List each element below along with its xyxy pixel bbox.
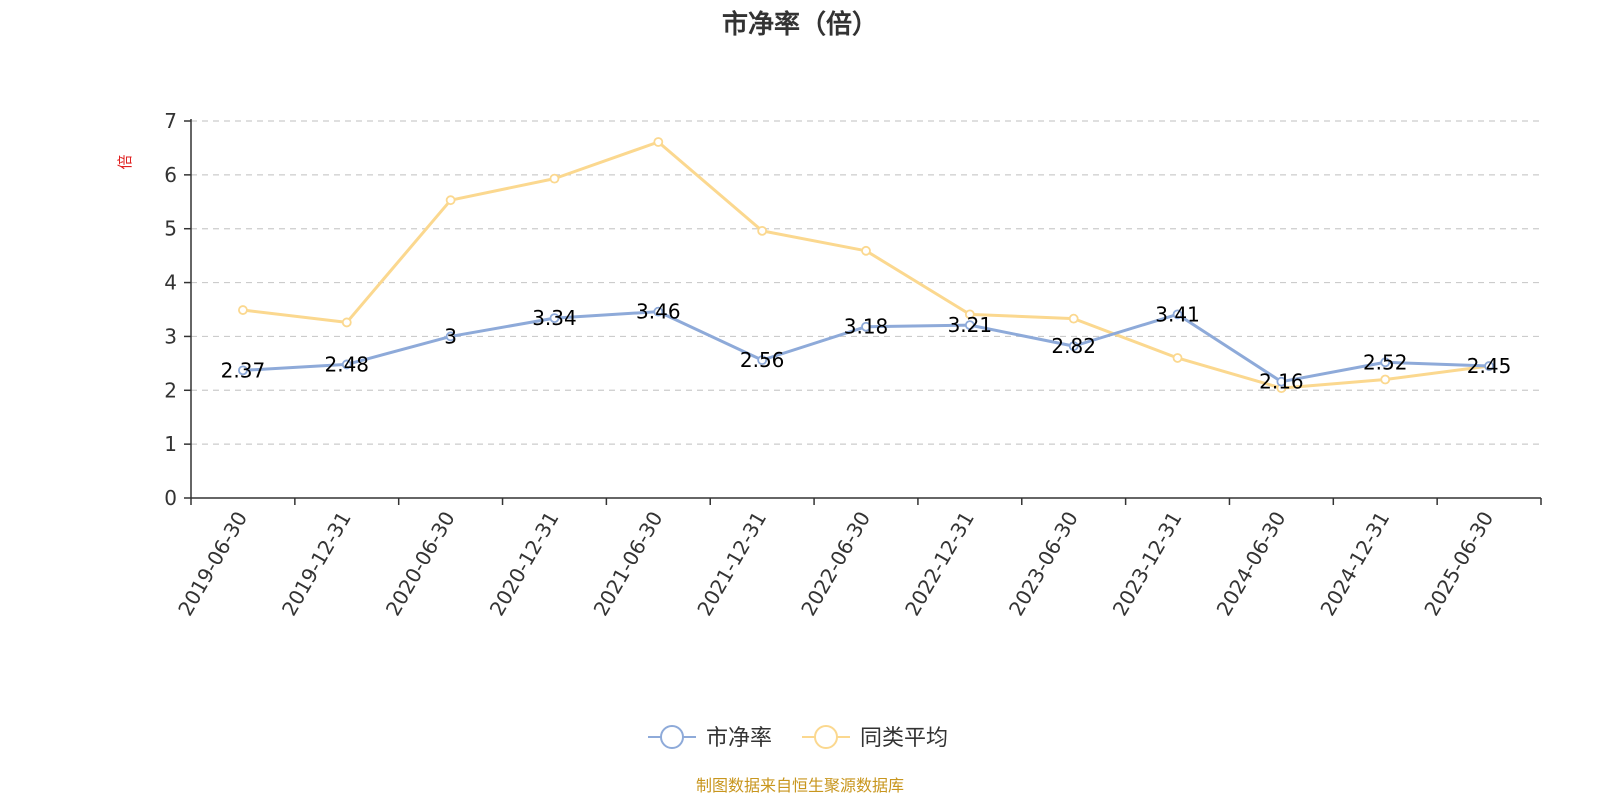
axes: 0 1 2 3 4 5 6 7 2019-06-30 2019-12-31 2020-06-30 20… (164, 109, 1542, 620)
x-tick-label: 2020-12-31 (485, 507, 564, 620)
series-point-1[interactable] (653, 137, 664, 147)
series-point-0[interactable] (653, 306, 664, 317)
source-note: 制图数据来自恒生聚源数据库 (696, 776, 904, 795)
x-tick-label: 2022-12-31 (900, 507, 979, 620)
series-point-0[interactable] (1484, 361, 1494, 371)
series-line-1 (242, 140, 1490, 390)
series-point-0[interactable] (341, 359, 352, 370)
data-label: 3.41 (1155, 302, 1200, 326)
chart-title: 市净率（倍） (722, 9, 878, 40)
series-point-0[interactable] (445, 331, 456, 342)
y-tick-label: 1 (164, 432, 177, 456)
series-point-1[interactable] (549, 173, 560, 184)
x-tick-label: 2024-12-31 (1315, 507, 1394, 620)
series-layer (238, 137, 1494, 394)
y-tick-label: 3 (164, 324, 177, 348)
series-point-0[interactable] (964, 320, 975, 331)
data-label: 2.48 (325, 352, 370, 376)
y-tick-label: 5 (164, 217, 177, 241)
data-labels: 2.37 2.48 3 3.34 3.46 2.56 3.18 3.21 2.82 3.41 2.1… (221, 300, 1512, 394)
x-tick-label: 2024-06-30 (1212, 507, 1291, 620)
y-tick-label: 6 (164, 163, 177, 187)
x-tick-label: 2019-12-31 (277, 507, 356, 620)
x-tick-label: 2025-06-30 (1419, 507, 1498, 620)
series-point-0[interactable] (549, 313, 560, 324)
data-label: 2.16 (1259, 370, 1304, 394)
data-label: 2.52 (1363, 350, 1408, 374)
legend-marker[interactable] (814, 725, 838, 749)
x-tick-label: 2020-06-30 (381, 507, 460, 620)
grid-lines (191, 120, 1541, 445)
series-point-0[interactable] (238, 365, 248, 376)
y-axis-unit: 倍 (116, 154, 134, 169)
x-tick-label: 2023-06-30 (1004, 507, 1083, 620)
data-label: 3.46 (636, 300, 681, 324)
series-point-1[interactable] (757, 225, 768, 236)
x-tick-label: 2021-12-31 (692, 507, 771, 620)
series-point-0[interactable] (757, 355, 768, 366)
y-tick-label: 4 (164, 271, 177, 295)
series-point-0[interactable] (1068, 341, 1079, 352)
data-label: 3 (444, 324, 457, 348)
series-point-1[interactable] (1172, 353, 1183, 363)
series-point-0[interactable] (1380, 357, 1391, 368)
series-point-0[interactable] (861, 321, 871, 332)
data-label: 3.21 (948, 313, 993, 337)
y-tick-label: 0 (164, 486, 177, 510)
legend-marker[interactable] (660, 725, 684, 749)
x-tick-label: 2023-12-31 (1108, 507, 1187, 620)
series-point-1[interactable] (1068, 313, 1079, 324)
series-point-0[interactable] (1276, 376, 1287, 387)
x-tick-label: 2021-06-30 (588, 507, 667, 620)
series-point-1[interactable] (1380, 374, 1391, 385)
data-label: 2.82 (1051, 334, 1096, 358)
legend-label[interactable]: 市净率 (706, 726, 772, 751)
data-label: 2.37 (221, 358, 266, 382)
data-label: 3.34 (532, 306, 577, 330)
series-point-1[interactable] (341, 317, 352, 328)
legend[interactable]: 市净率 同类平均 (648, 725, 948, 751)
series-point-0[interactable] (1172, 309, 1183, 320)
legend-label[interactable]: 同类平均 (860, 726, 948, 751)
data-label: 3.18 (844, 315, 889, 339)
series-point-1[interactable] (964, 309, 975, 320)
data-label: 2.45 (1467, 354, 1512, 378)
series-point-1[interactable] (861, 245, 871, 256)
y-tick-label: 2 (164, 378, 177, 402)
x-tick-label: 2019-06-30 (173, 507, 252, 620)
x-tick-label: 2022-06-30 (796, 507, 875, 620)
y-tick-label: 7 (164, 109, 177, 133)
series-point-1[interactable] (238, 305, 248, 315)
series-point-1[interactable] (445, 195, 456, 206)
data-label: 2.56 (740, 348, 785, 372)
